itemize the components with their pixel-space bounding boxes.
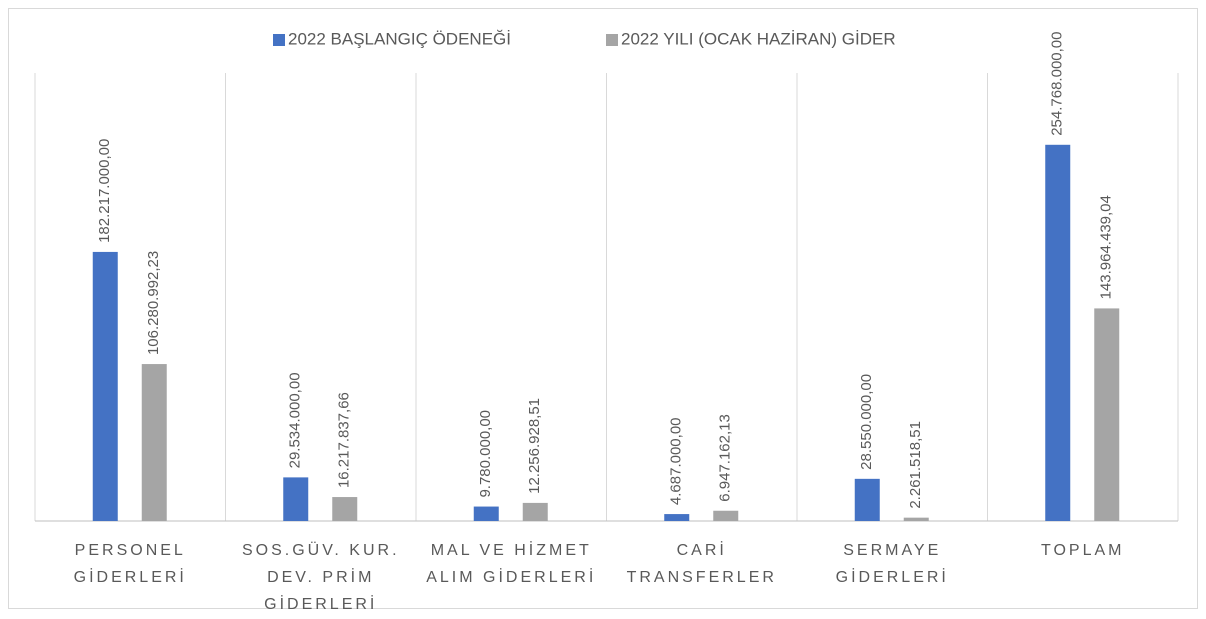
bar [522,502,548,521]
data-label: 12.256.928,51 [526,398,543,494]
x-tick-label: CARİ TRANSFERLER [626,542,777,586]
data-label: 29.534.000,00 [287,372,304,468]
data-label: 106.280.992,23 [145,251,162,355]
data-label: 28.550.000,00 [858,374,875,470]
legend-swatch [606,34,618,46]
bar [473,506,499,521]
bar [92,251,118,522]
bar [332,497,358,521]
x-tick-label: MAL VE HİZMET ALIM GİDERLERİ [426,542,597,586]
legend-swatch [273,34,285,46]
data-label: 9.780.000,00 [477,410,494,498]
legend-label: 2022 BAŞLANGIÇ ÖDENEĞİ [288,29,511,48]
data-label: 16.217.837,66 [336,392,353,488]
bar [283,477,309,521]
bar [664,514,690,521]
bar [1094,308,1120,521]
data-label: 182.217.000,00 [96,139,113,243]
data-label: 254.768.000,00 [1049,32,1066,136]
bar [141,364,167,521]
bar [713,510,739,521]
x-tick-label: SOS.GÜV. KUR. DEV. PRİM GİDERLERİ [241,542,400,613]
x-tick-label: PERSONEL GİDERLERİ [73,542,187,586]
x-tick-label: TOPLAM [1041,542,1125,559]
legend-label: 2022 YILI (OCAK HAZİRAN) GİDER [621,29,896,48]
data-label: 143.964.439,04 [1098,195,1115,299]
chart-border [8,8,1198,609]
bar [1045,144,1071,521]
data-label: 6.947.162,13 [717,414,734,502]
bar [903,517,929,521]
x-tick-label: SERMAYE GİDERLERİ [835,542,949,586]
bar [854,478,880,521]
data-label: 2.261.518,51 [907,421,924,509]
data-label: 4.687.000,00 [668,417,685,505]
